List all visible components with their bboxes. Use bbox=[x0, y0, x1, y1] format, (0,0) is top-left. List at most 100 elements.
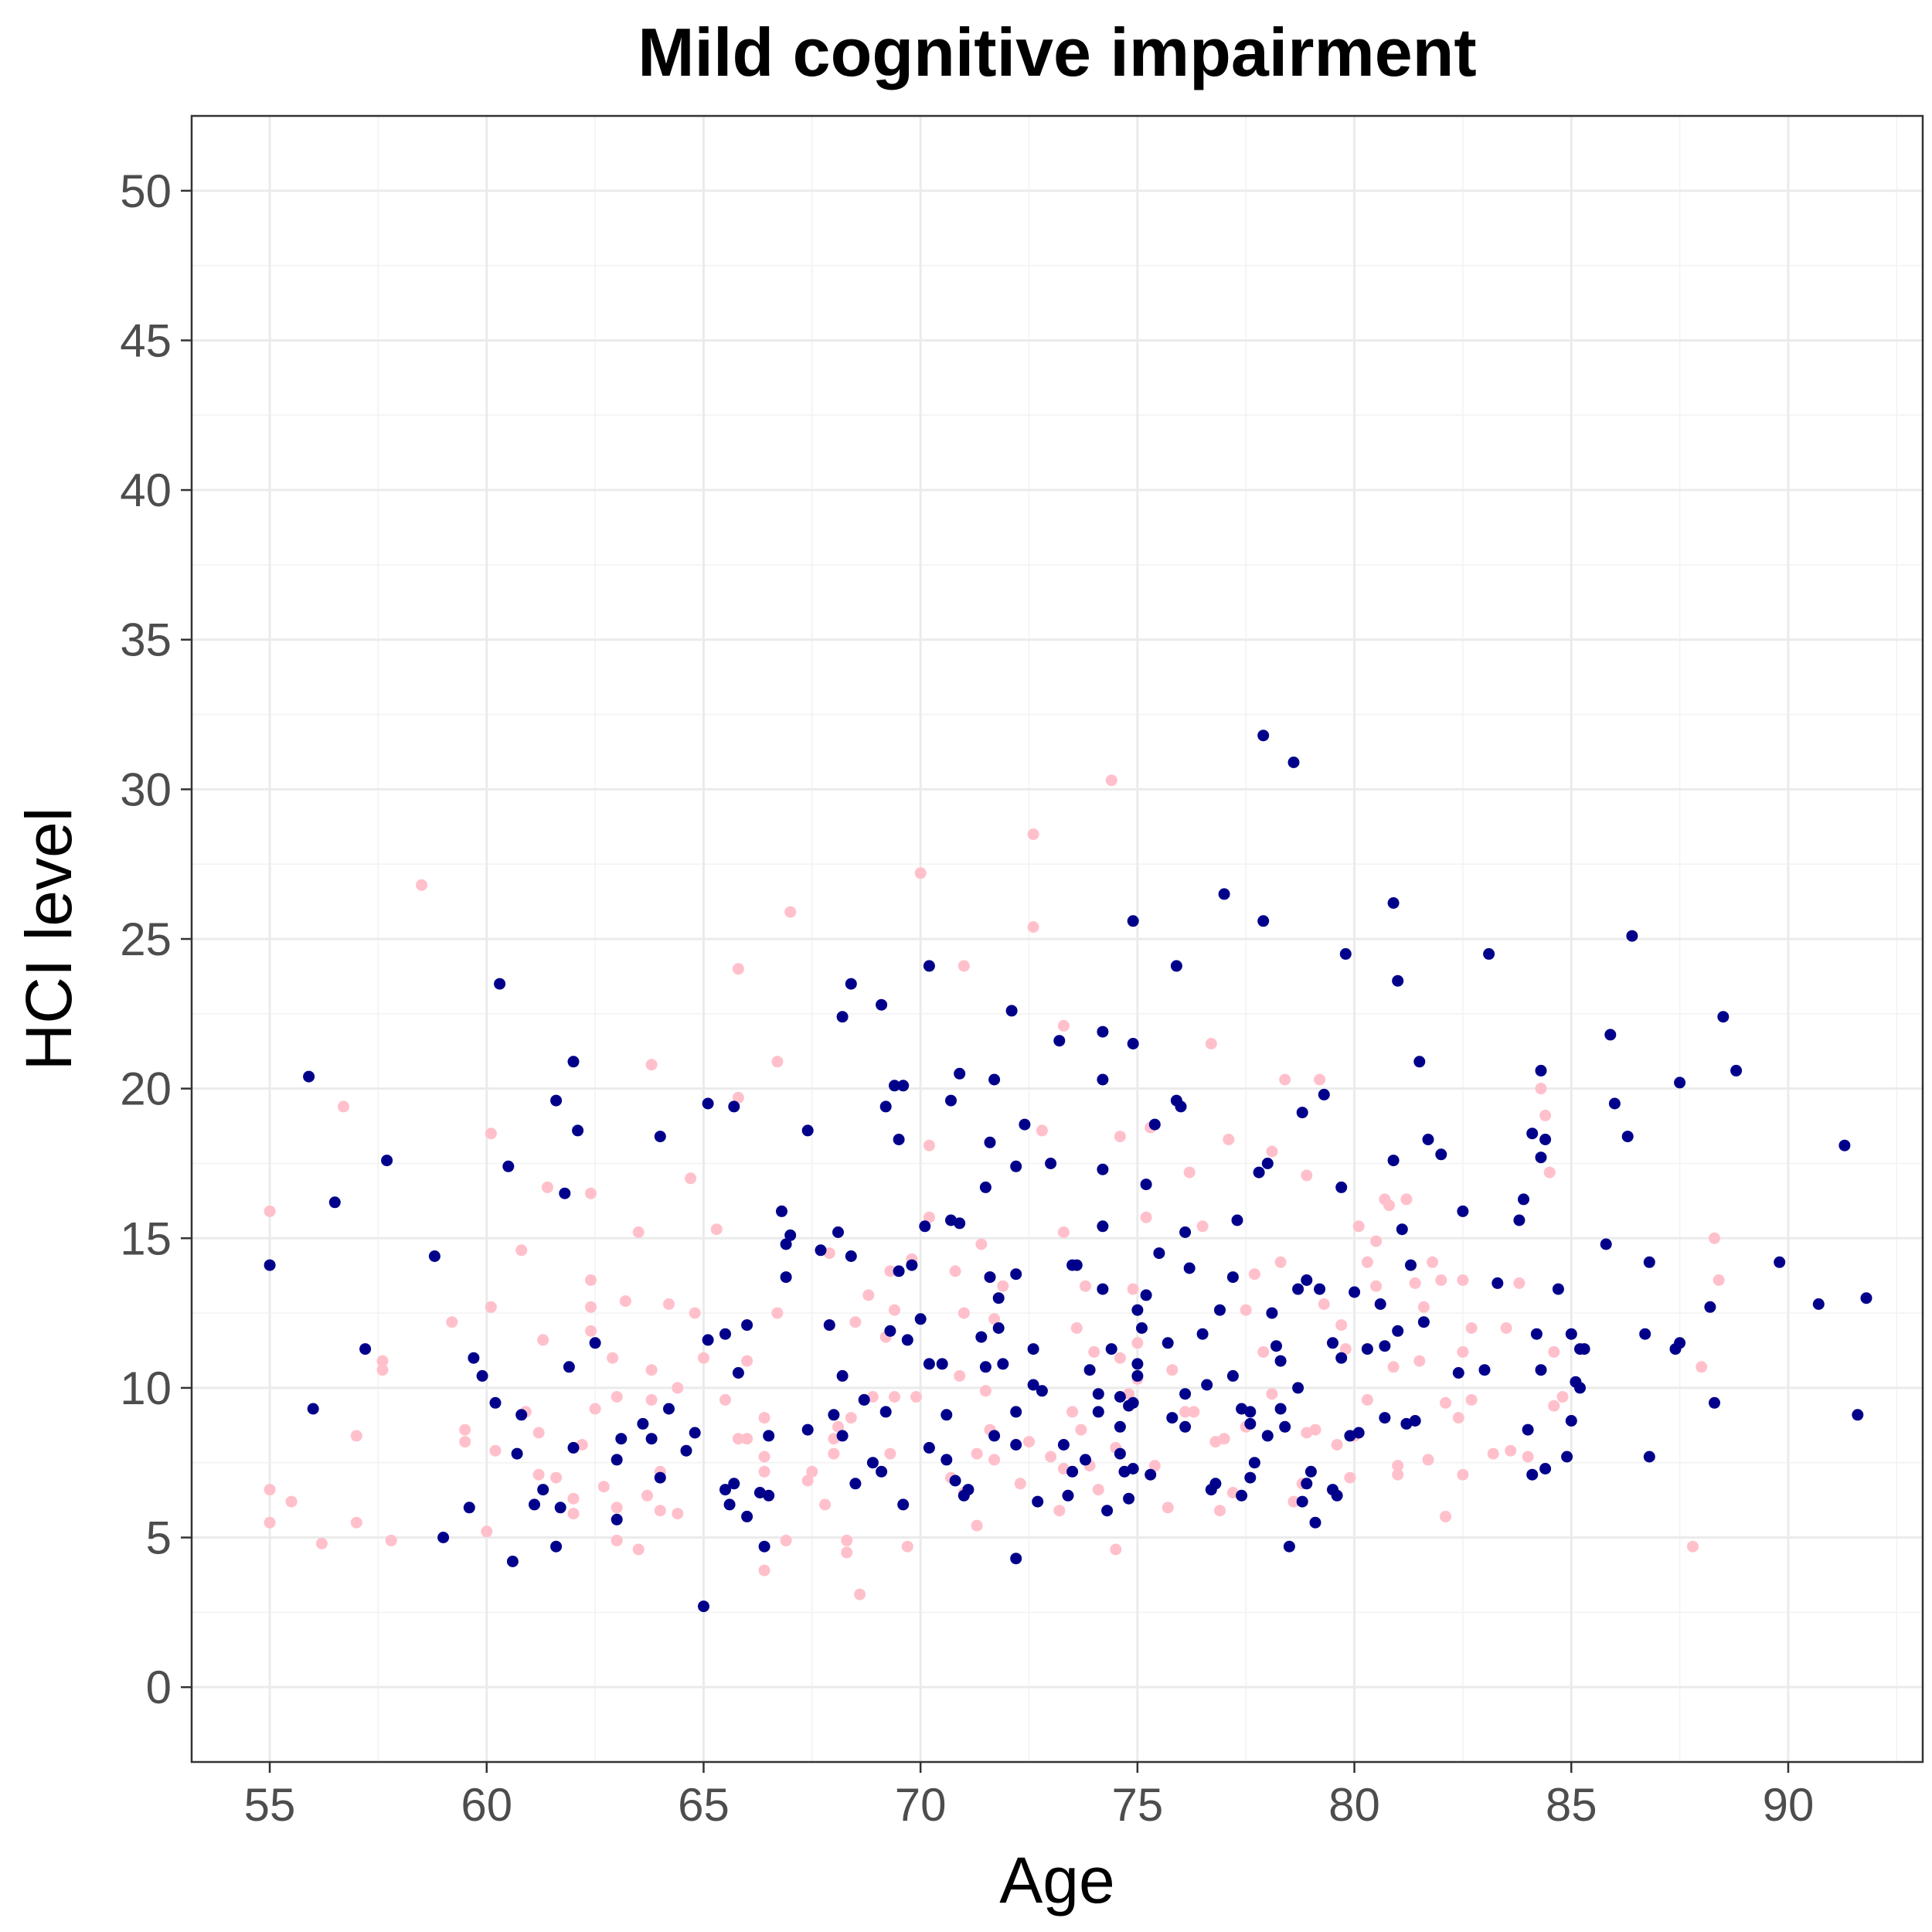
data-point bbox=[1179, 1420, 1192, 1433]
data-point bbox=[1452, 1367, 1464, 1379]
data-point bbox=[459, 1436, 471, 1448]
data-point bbox=[1105, 774, 1117, 787]
data-point bbox=[1427, 1256, 1439, 1268]
data-point bbox=[698, 1352, 709, 1364]
data-point bbox=[1231, 1214, 1243, 1226]
data-point bbox=[597, 1481, 610, 1493]
data-point bbox=[567, 1492, 580, 1505]
data-point bbox=[1105, 1343, 1117, 1355]
data-point bbox=[1140, 1179, 1152, 1191]
data-point bbox=[710, 1223, 723, 1236]
data-point bbox=[1162, 1502, 1174, 1514]
data-point bbox=[1166, 1412, 1179, 1424]
data-point bbox=[1010, 1268, 1022, 1281]
data-point bbox=[1196, 1328, 1209, 1340]
data-point bbox=[984, 1136, 996, 1148]
data-point bbox=[889, 1080, 900, 1092]
data-point bbox=[1131, 1304, 1144, 1316]
data-point bbox=[1812, 1298, 1825, 1310]
data-point bbox=[1556, 1391, 1569, 1403]
data-point bbox=[1608, 1097, 1621, 1110]
data-point bbox=[732, 1433, 744, 1445]
data-point bbox=[654, 1131, 666, 1143]
data-point bbox=[815, 1244, 827, 1257]
data-point bbox=[723, 1498, 736, 1511]
data-points bbox=[264, 730, 1872, 1613]
data-point bbox=[1539, 1134, 1552, 1145]
x-tick-label: 85 bbox=[1546, 1779, 1597, 1831]
data-point bbox=[1257, 1345, 1270, 1358]
data-point bbox=[1709, 1232, 1720, 1244]
data-point bbox=[303, 1070, 315, 1083]
data-point bbox=[307, 1403, 319, 1415]
data-point bbox=[854, 1588, 866, 1600]
data-point bbox=[376, 1355, 389, 1367]
data-point bbox=[1183, 1262, 1196, 1274]
data-point bbox=[567, 1056, 580, 1068]
data-point bbox=[940, 1454, 953, 1466]
data-point bbox=[1314, 1283, 1326, 1295]
data-point bbox=[1457, 1205, 1469, 1217]
data-point bbox=[1266, 1145, 1278, 1158]
data-point bbox=[1123, 1492, 1135, 1505]
data-point bbox=[1387, 1155, 1400, 1167]
data-point bbox=[1136, 1322, 1148, 1334]
data-point bbox=[1075, 1423, 1087, 1436]
data-point bbox=[1114, 1447, 1126, 1460]
y-tick-label: 35 bbox=[120, 614, 172, 666]
data-point bbox=[654, 1471, 666, 1484]
data-point bbox=[1457, 1345, 1469, 1358]
data-point bbox=[1349, 1286, 1361, 1298]
data-point bbox=[1088, 1345, 1100, 1358]
data-point bbox=[957, 960, 970, 972]
data-point bbox=[962, 1484, 975, 1496]
data-point bbox=[1218, 888, 1230, 900]
data-point bbox=[741, 1433, 753, 1445]
data-point bbox=[502, 1160, 515, 1172]
data-point bbox=[1374, 1298, 1386, 1310]
data-point bbox=[1070, 1259, 1083, 1271]
data-point bbox=[506, 1556, 519, 1567]
data-point bbox=[1127, 1463, 1139, 1475]
data-point bbox=[1127, 1283, 1139, 1295]
y-tick-label: 25 bbox=[120, 913, 172, 965]
data-point bbox=[1361, 1393, 1373, 1406]
data-point bbox=[1274, 1403, 1287, 1415]
data-point bbox=[954, 1217, 966, 1230]
data-point bbox=[1370, 1280, 1383, 1292]
data-point bbox=[1083, 1364, 1096, 1376]
data-point bbox=[567, 1508, 580, 1520]
data-point bbox=[1127, 1396, 1139, 1409]
chart-title: Mild cognitive impairment bbox=[638, 14, 1476, 90]
data-point bbox=[680, 1444, 692, 1457]
data-point bbox=[1335, 1181, 1348, 1193]
data-point bbox=[481, 1526, 493, 1538]
data-point bbox=[1010, 1553, 1022, 1565]
data-point bbox=[689, 1307, 701, 1319]
data-point bbox=[889, 1304, 900, 1316]
data-point bbox=[1413, 1056, 1426, 1068]
data-point bbox=[1045, 1158, 1057, 1169]
data-point bbox=[489, 1444, 502, 1457]
data-point bbox=[619, 1295, 631, 1308]
data-point bbox=[1405, 1259, 1417, 1271]
data-point bbox=[541, 1181, 553, 1193]
data-point bbox=[285, 1495, 298, 1508]
data-point bbox=[459, 1423, 471, 1436]
data-point bbox=[741, 1355, 753, 1367]
data-point bbox=[945, 1094, 957, 1107]
data-point bbox=[485, 1301, 497, 1313]
data-point bbox=[849, 1316, 862, 1328]
data-point bbox=[532, 1468, 545, 1481]
data-point bbox=[645, 1364, 658, 1376]
data-point bbox=[1387, 897, 1400, 909]
data-point bbox=[1452, 1412, 1464, 1424]
data-point bbox=[780, 1534, 792, 1546]
data-point bbox=[1179, 1226, 1192, 1238]
data-point bbox=[637, 1417, 649, 1430]
data-point bbox=[1131, 1337, 1144, 1349]
data-point bbox=[632, 1543, 645, 1556]
data-point bbox=[753, 1487, 766, 1498]
data-point bbox=[1301, 1478, 1313, 1490]
data-point bbox=[1097, 1283, 1109, 1295]
